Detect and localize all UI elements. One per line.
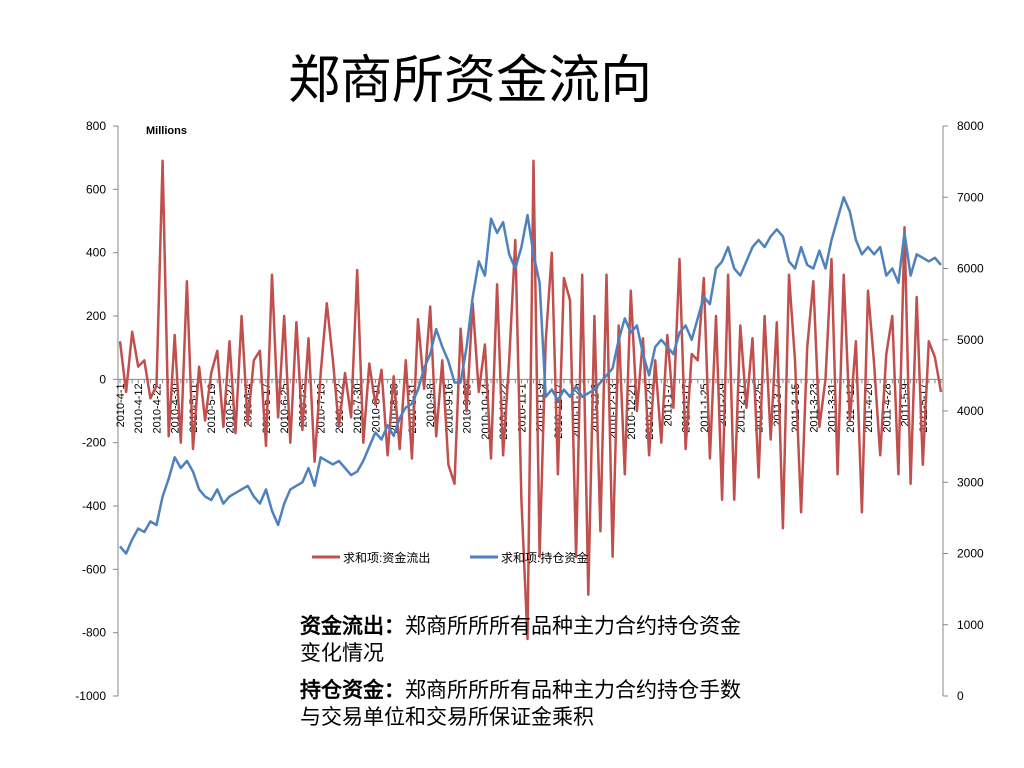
y2-tick-label: 7000 xyxy=(957,190,984,204)
y2-tick-label: 6000 xyxy=(957,262,984,276)
y2-tick-label: 5000 xyxy=(957,333,984,347)
series-line xyxy=(119,196,942,555)
note-text: 郑商所所所有品种主力合约持仓手数与交易单位和交易所保证金乘积 xyxy=(300,678,741,729)
y2-tick-label: 1000 xyxy=(957,618,984,632)
y2-tick-label: 0 xyxy=(957,689,964,703)
x-tick-label: 2010-4-22 xyxy=(151,383,163,433)
y2-tick-label: 4000 xyxy=(957,404,984,418)
y-tick-label: 600 xyxy=(86,182,106,196)
y-tick-label: -400 xyxy=(82,499,106,513)
x-tick-label: 2010-12-21 xyxy=(626,383,638,439)
y-tick-label: -200 xyxy=(82,436,106,450)
y-tick-label: 200 xyxy=(86,309,106,323)
y-tick-label: 800 xyxy=(86,119,106,133)
y2-tick-label: 3000 xyxy=(957,475,984,489)
y2-tick-label: 8000 xyxy=(957,119,984,133)
note: 持仓资金：郑商所所所有品种主力合约持仓手数与交易单位和交易所保证金乘积 xyxy=(300,676,750,731)
series-line xyxy=(118,159,943,641)
y-tick-label: -600 xyxy=(82,562,106,576)
y-tick-label: 400 xyxy=(86,246,106,260)
y2-tick-label: 2000 xyxy=(957,547,984,561)
y-tick-label: -800 xyxy=(82,626,106,640)
note-text: 郑商所所所有品种主力合约持仓资金变化情况 xyxy=(300,614,741,665)
y-tick-label: 0 xyxy=(99,372,106,386)
note-label: 资金流出： xyxy=(300,613,405,638)
y-axis-unit: Millions xyxy=(146,125,187,137)
y-tick-label: -1000 xyxy=(75,689,106,703)
legend-label: 求和项:资金流出 xyxy=(343,550,430,565)
note-label: 持仓资金： xyxy=(300,677,405,702)
x-tick-label: 2010-4-12 xyxy=(133,383,145,433)
chart-title: 郑商所资金流向 xyxy=(288,51,652,111)
x-tick-label: 2010-4-1 xyxy=(115,383,127,427)
note: 资金流出：郑商所所所有品种主力合约持仓资金变化情况 xyxy=(300,612,750,667)
legend-label: 求和项:持仓资金 xyxy=(501,550,588,565)
